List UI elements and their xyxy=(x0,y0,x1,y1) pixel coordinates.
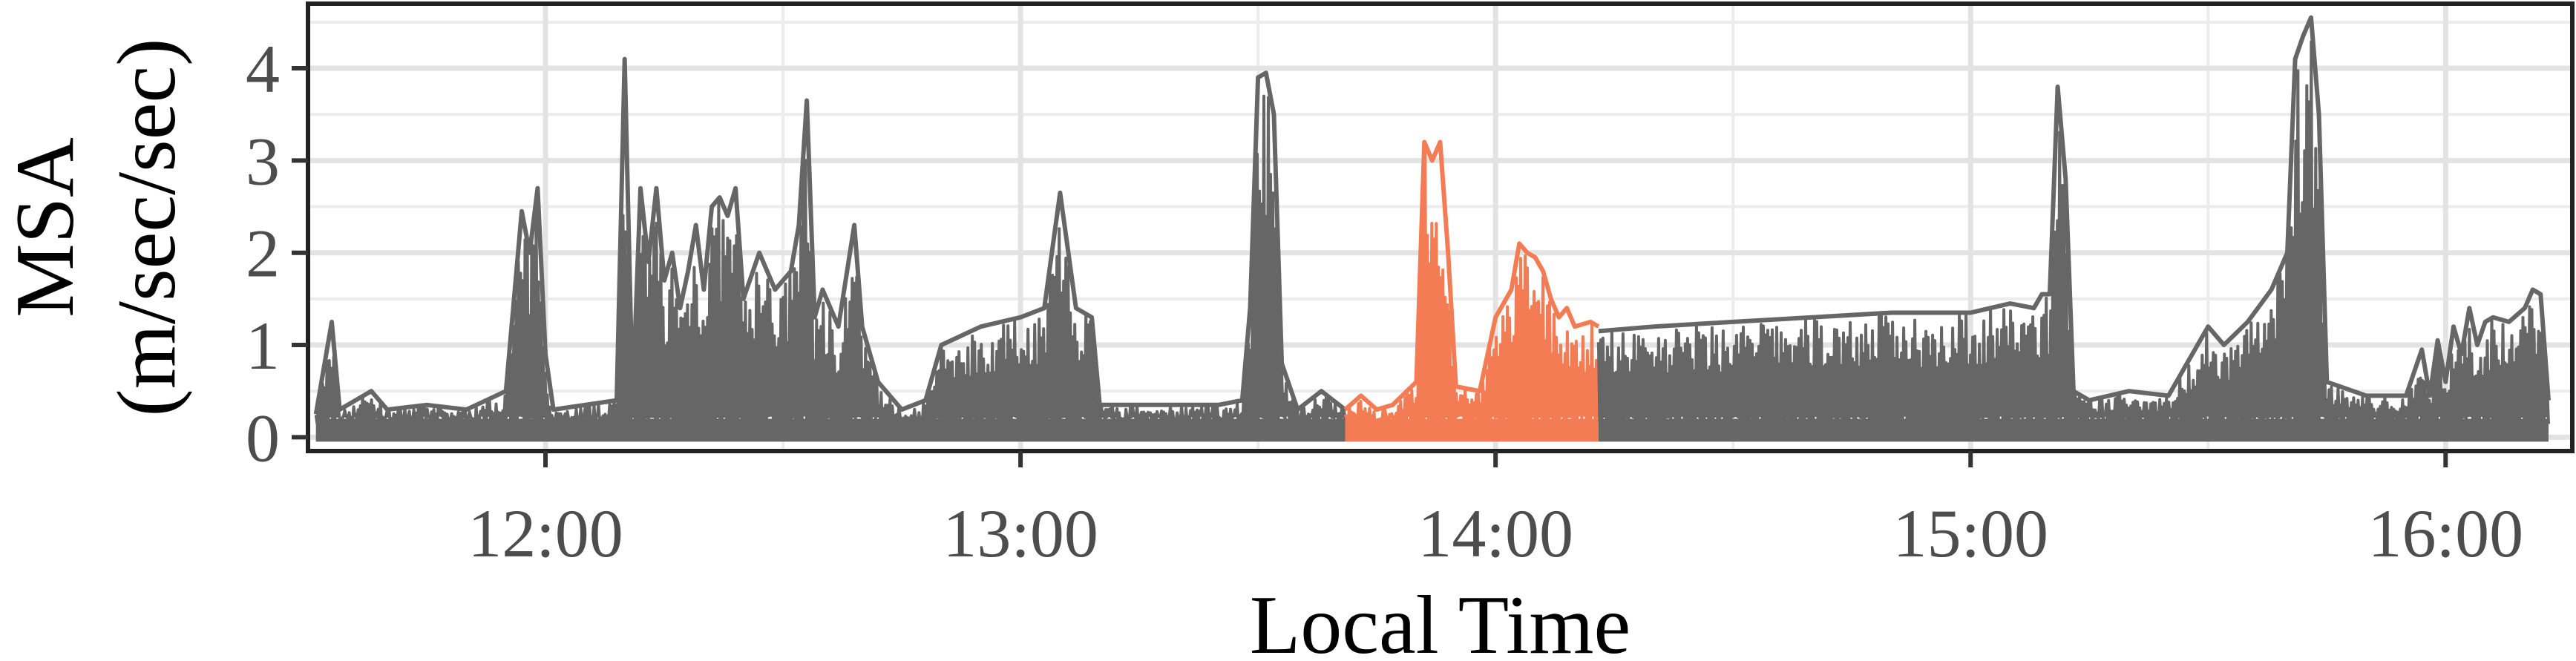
y-tick-label: 1 xyxy=(246,308,280,384)
series-trace xyxy=(314,94,1347,428)
plot-panel-border xyxy=(306,1,2575,453)
data-series xyxy=(313,15,2551,442)
x-tick-label: 14:00 xyxy=(1418,496,1573,571)
y-tick-label: 4 xyxy=(246,31,280,107)
series-segment-1 xyxy=(313,56,1347,442)
series-trace xyxy=(1343,148,1600,428)
series-baseline-band xyxy=(1345,418,1599,442)
x-tick-label: 15:00 xyxy=(1892,496,2048,571)
series-segment-3 xyxy=(1596,15,2551,442)
axis-ticks xyxy=(292,66,2448,467)
y-axis-title-line-2: (m/sec/sec) xyxy=(101,39,193,417)
y-tick-label: 0 xyxy=(246,400,280,476)
y-axis-tick-labels: 0 1 2 3 4 xyxy=(246,31,280,476)
series-segment-2 xyxy=(1343,139,1600,442)
series-envelope xyxy=(1343,139,1600,412)
series-envelope xyxy=(313,56,1347,415)
x-tick-label: 16:00 xyxy=(2368,496,2524,571)
y-tick-label: 3 xyxy=(246,123,280,199)
x-tick-label: 13:00 xyxy=(943,496,1098,571)
series-trace xyxy=(1596,40,2550,428)
series-baseline-band xyxy=(1598,418,2549,442)
x-tick-label: 12:00 xyxy=(468,496,623,571)
series-baseline-band xyxy=(315,418,1346,442)
x-axis-title: Local Time xyxy=(1250,579,1631,661)
series-envelope xyxy=(1598,15,2551,403)
y-tick-label: 2 xyxy=(246,216,280,292)
y-axis-title-line-1: MSA xyxy=(0,137,91,318)
x-axis-tick-labels: 12:00 13:00 14:00 15:00 16:00 xyxy=(468,496,2523,571)
